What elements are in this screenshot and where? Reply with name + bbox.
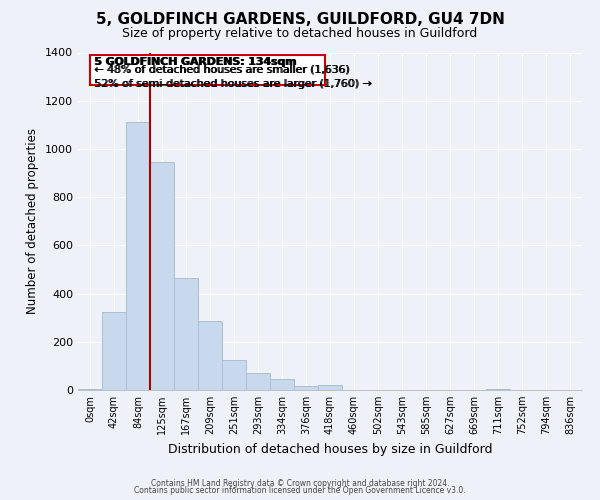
Bar (318, 385, 342, 390)
Text: Size of property relative to detached houses in Guildford: Size of property relative to detached ho… (122, 28, 478, 40)
Bar (270, 379, 294, 390)
Bar (294, 386, 318, 390)
Bar (222, 360, 246, 390)
Text: 5, GOLDFINCH GARDENS, GUILDFORD, GU4 7DN: 5, GOLDFINCH GARDENS, GUILDFORD, GU4 7DN (95, 12, 505, 28)
Text: Contains public sector information licensed under the Open Government Licence v3: Contains public sector information licen… (134, 486, 466, 495)
Text: 5 GOLDFINCH GARDENS: 134sqm: 5 GOLDFINCH GARDENS: 134sqm (95, 57, 297, 67)
Y-axis label: Number of detached properties: Number of detached properties (26, 128, 40, 314)
Text: Contains HM Land Registry data © Crown copyright and database right 2024.: Contains HM Land Registry data © Crown c… (151, 478, 449, 488)
Bar (102, 312, 126, 390)
Bar (126, 122, 150, 390)
X-axis label: Distribution of detached houses by size in Guildford: Distribution of detached houses by size … (168, 442, 492, 456)
Bar (246, 373, 270, 390)
Text: ← 48% of detached houses are smaller (1,636)
52% of semi-detached houses are lar: ← 48% of detached houses are smaller (1,… (94, 64, 371, 88)
Bar (486, 389, 510, 390)
Bar (174, 278, 198, 390)
Bar (198, 322, 222, 390)
Bar (150, 162, 174, 390)
Text: ← 48% of detached houses are smaller (1,636)
52% of semi-detached houses are lar: ← 48% of detached houses are smaller (1,… (95, 64, 372, 90)
Text: 5 GOLDFINCH GARDENS: 134sqm: 5 GOLDFINCH GARDENS: 134sqm (94, 58, 296, 68)
FancyBboxPatch shape (90, 55, 325, 85)
Bar (78, 389, 102, 390)
